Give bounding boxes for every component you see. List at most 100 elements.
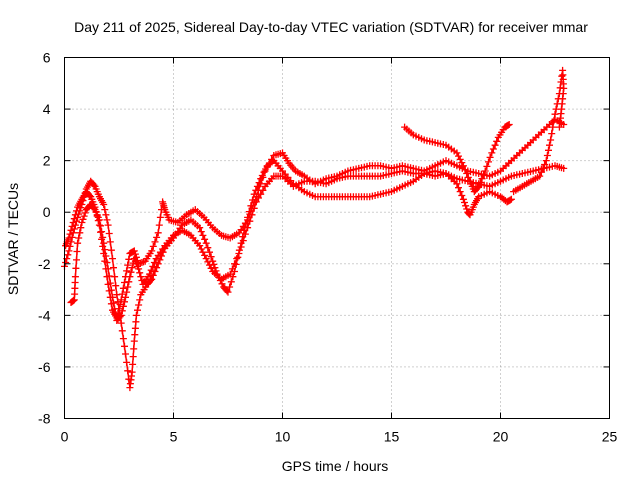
data-point [104, 280, 112, 288]
data-point [131, 250, 139, 258]
data-point [549, 123, 557, 131]
data-point [506, 196, 514, 204]
data-point [151, 268, 159, 275]
data-point [149, 242, 157, 250]
data-point [154, 260, 162, 268]
data-point [107, 246, 115, 254]
data-point [128, 368, 136, 376]
data-point [504, 121, 512, 129]
plot-frame [64, 57, 610, 419]
data-point [98, 235, 106, 243]
data-point [131, 324, 139, 332]
data-point [118, 290, 126, 298]
chart-title: Day 211 of 2025, Sidereal Day-to-day VTE… [74, 19, 588, 35]
data-point [123, 358, 131, 366]
data-point [555, 123, 563, 131]
x-tick-label: 10 [275, 429, 291, 445]
data-point [81, 209, 89, 217]
data-point [235, 250, 243, 257]
data-point [119, 335, 127, 343]
x-tick-label: 0 [61, 429, 69, 445]
data-point [65, 234, 73, 242]
y-tick-label: 2 [43, 153, 51, 169]
data-point [474, 184, 482, 192]
x-tick-label: 15 [384, 429, 400, 445]
data-point [136, 269, 144, 277]
data-point [124, 261, 132, 269]
series-track-d [401, 121, 513, 196]
data-point [111, 273, 119, 281]
data-point [94, 217, 102, 225]
data-point [129, 353, 137, 361]
data-point [488, 149, 496, 157]
data-point [464, 173, 472, 181]
data-point [255, 186, 262, 194]
data-point [459, 195, 467, 203]
data-point [458, 192, 466, 199]
data-point [121, 279, 128, 286]
data-point [127, 268, 135, 276]
data-point [548, 130, 556, 138]
data-point [545, 146, 552, 154]
data-point [148, 247, 156, 255]
data-point [459, 162, 467, 170]
series-track-c [62, 115, 568, 322]
data-point [115, 305, 123, 313]
data-point [135, 301, 143, 309]
y-tick-label: -6 [38, 359, 51, 375]
data-point [485, 158, 492, 166]
data-point [123, 267, 131, 275]
data-point [99, 242, 107, 250]
data-point [505, 121, 513, 128]
data-point [112, 282, 120, 290]
data-point [197, 228, 205, 236]
data-point [125, 278, 133, 286]
y-tick-label: 4 [43, 101, 51, 117]
data-point [455, 184, 462, 192]
data-point [543, 152, 551, 159]
data-point [129, 360, 137, 368]
data-point [66, 230, 74, 238]
series-track-e [510, 66, 568, 196]
data-point [71, 211, 79, 219]
y-tick-label: 6 [43, 50, 51, 66]
data-point [134, 306, 141, 314]
data-point [210, 260, 218, 268]
y-tick-label: 0 [43, 204, 51, 220]
data-point [79, 215, 87, 223]
data-point [75, 234, 83, 242]
data-point [248, 204, 256, 212]
data-point [69, 219, 77, 226]
data-point [67, 226, 75, 234]
data-point [116, 300, 124, 308]
data-point [201, 235, 209, 243]
data-point [257, 190, 265, 198]
data-point [72, 264, 80, 272]
data-point [77, 224, 85, 232]
data-point [207, 253, 215, 261]
data-point [453, 149, 461, 157]
data-point [252, 193, 260, 201]
data-point [537, 168, 545, 176]
data-point [156, 213, 164, 221]
data-point [507, 195, 515, 203]
y-axis-label: SDTVAR / TECUs [5, 183, 21, 295]
data-point [475, 182, 483, 190]
data-point [486, 153, 494, 161]
data-point [153, 264, 161, 272]
data-point [101, 206, 109, 214]
data-point [560, 164, 568, 172]
data-point [547, 136, 555, 144]
data-point [128, 264, 136, 272]
data-point [478, 175, 486, 183]
data-point [78, 219, 86, 226]
data-point [239, 237, 247, 245]
data-point [100, 239, 108, 247]
data-point [103, 273, 111, 281]
data-point [124, 283, 132, 291]
data-point [147, 266, 155, 274]
data-point [227, 278, 235, 286]
data-point [69, 297, 77, 305]
data-point [153, 233, 161, 241]
data-point [114, 309, 122, 317]
